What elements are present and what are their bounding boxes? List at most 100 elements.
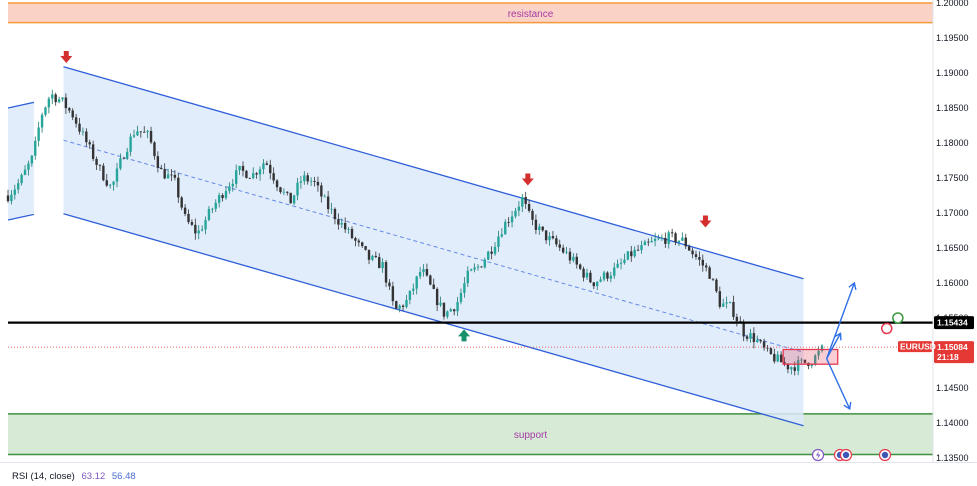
candle-body [796, 360, 800, 371]
candle-body [112, 181, 115, 185]
candle-body [136, 131, 139, 136]
projection-up-small-line [826, 333, 842, 359]
candle-body [762, 341, 766, 348]
lightning-glyph-icon [816, 451, 821, 459]
candle-body [234, 170, 238, 184]
candle-body [653, 238, 657, 241]
price-axis-background [933, 0, 977, 462]
candle-body [752, 333, 756, 342]
projection-up-large-line [825, 282, 856, 359]
candle-body [422, 269, 425, 273]
candle-body [88, 142, 91, 145]
price-tick-label: 1.14000 [936, 418, 969, 428]
price-tick-label: 1.16000 [936, 278, 969, 288]
candle-body [200, 229, 204, 231]
zones-layer: resistance support [8, 2, 933, 456]
candle-body [490, 251, 493, 254]
candle-body [102, 165, 105, 181]
candle-body [677, 240, 681, 243]
candle-body [452, 309, 456, 312]
candle-body [316, 181, 320, 186]
candle-body [30, 155, 34, 164]
candle-body [514, 210, 517, 217]
candle-body [538, 226, 541, 230]
countdown-text: 21:18 [937, 352, 959, 362]
candle-body [517, 206, 521, 211]
candle-body [132, 135, 136, 137]
candle-body [241, 165, 245, 171]
candle-body [425, 269, 429, 276]
candle-body [480, 266, 483, 268]
down-arrow-icon [699, 215, 712, 228]
candle-body [194, 224, 197, 234]
candle-body [44, 107, 47, 115]
candle-body [749, 333, 752, 339]
candle-body [619, 262, 623, 264]
candle-body [589, 272, 592, 283]
price-tick-label: 1.20000 [936, 0, 969, 8]
candle-body [599, 279, 602, 282]
candle-body [71, 110, 74, 118]
rsi-legend: RSI (14, close) 63.12 56.48 [12, 471, 136, 482]
candle-body [47, 98, 51, 108]
candle-body [606, 272, 609, 279]
candle-body [415, 276, 418, 289]
prior-channel-fill [8, 101, 34, 220]
candle-body [187, 213, 190, 223]
candle-body [91, 144, 95, 159]
candle-body [279, 187, 282, 193]
candle-body [439, 302, 442, 306]
candle-body [337, 219, 340, 225]
candle-body [711, 278, 715, 280]
candle-body [493, 246, 497, 254]
candle-body [524, 197, 527, 204]
candle-body [146, 131, 149, 133]
candle-body [286, 191, 289, 193]
candle-body [384, 262, 388, 283]
event-dot-icon [881, 451, 889, 459]
candle-body [289, 192, 292, 204]
candle-body [412, 288, 415, 291]
prior-channel-upper [7, 101, 35, 109]
candle-body [166, 174, 170, 179]
candle-body [691, 250, 694, 255]
candle-body [330, 208, 333, 210]
candle-body [630, 251, 633, 257]
candle-body [735, 316, 739, 322]
rsi-pane[interactable]: RSI (14, close) 63.12 56.48 [0, 462, 977, 486]
candle-body [745, 336, 749, 339]
price-tick-label: 1.18000 [936, 138, 969, 148]
resistance-zone-label: resistance [508, 9, 554, 20]
candle-body [292, 195, 296, 204]
symbol-tag-text: EURUSD [900, 342, 936, 352]
candle-body [623, 259, 626, 263]
candle-body [817, 350, 820, 356]
annotations [60, 51, 904, 411]
candle-body [262, 163, 265, 170]
candle-body [40, 114, 44, 128]
candle-body [401, 305, 405, 307]
candle-body [565, 251, 568, 253]
candle-body [371, 255, 374, 260]
candle-body [732, 302, 735, 317]
candle-body [575, 256, 578, 265]
bottom-icons [811, 448, 892, 462]
candle-body [74, 117, 78, 124]
green-target-circle [892, 312, 904, 324]
candle-body [418, 272, 422, 277]
candle-body [786, 363, 790, 370]
candle-body [660, 237, 664, 239]
candle-body [207, 209, 211, 221]
candle-body [722, 303, 725, 307]
candle-body [357, 240, 361, 243]
last-price-text: 1.15084 [937, 342, 968, 352]
candle-body [463, 283, 466, 293]
price-tick-label: 1.14500 [936, 383, 969, 393]
candle-body [657, 238, 660, 240]
candle-body [34, 140, 37, 156]
candle-body [354, 238, 357, 241]
candle-body [561, 247, 565, 253]
candle-body [766, 347, 769, 349]
candle-body [531, 210, 534, 220]
